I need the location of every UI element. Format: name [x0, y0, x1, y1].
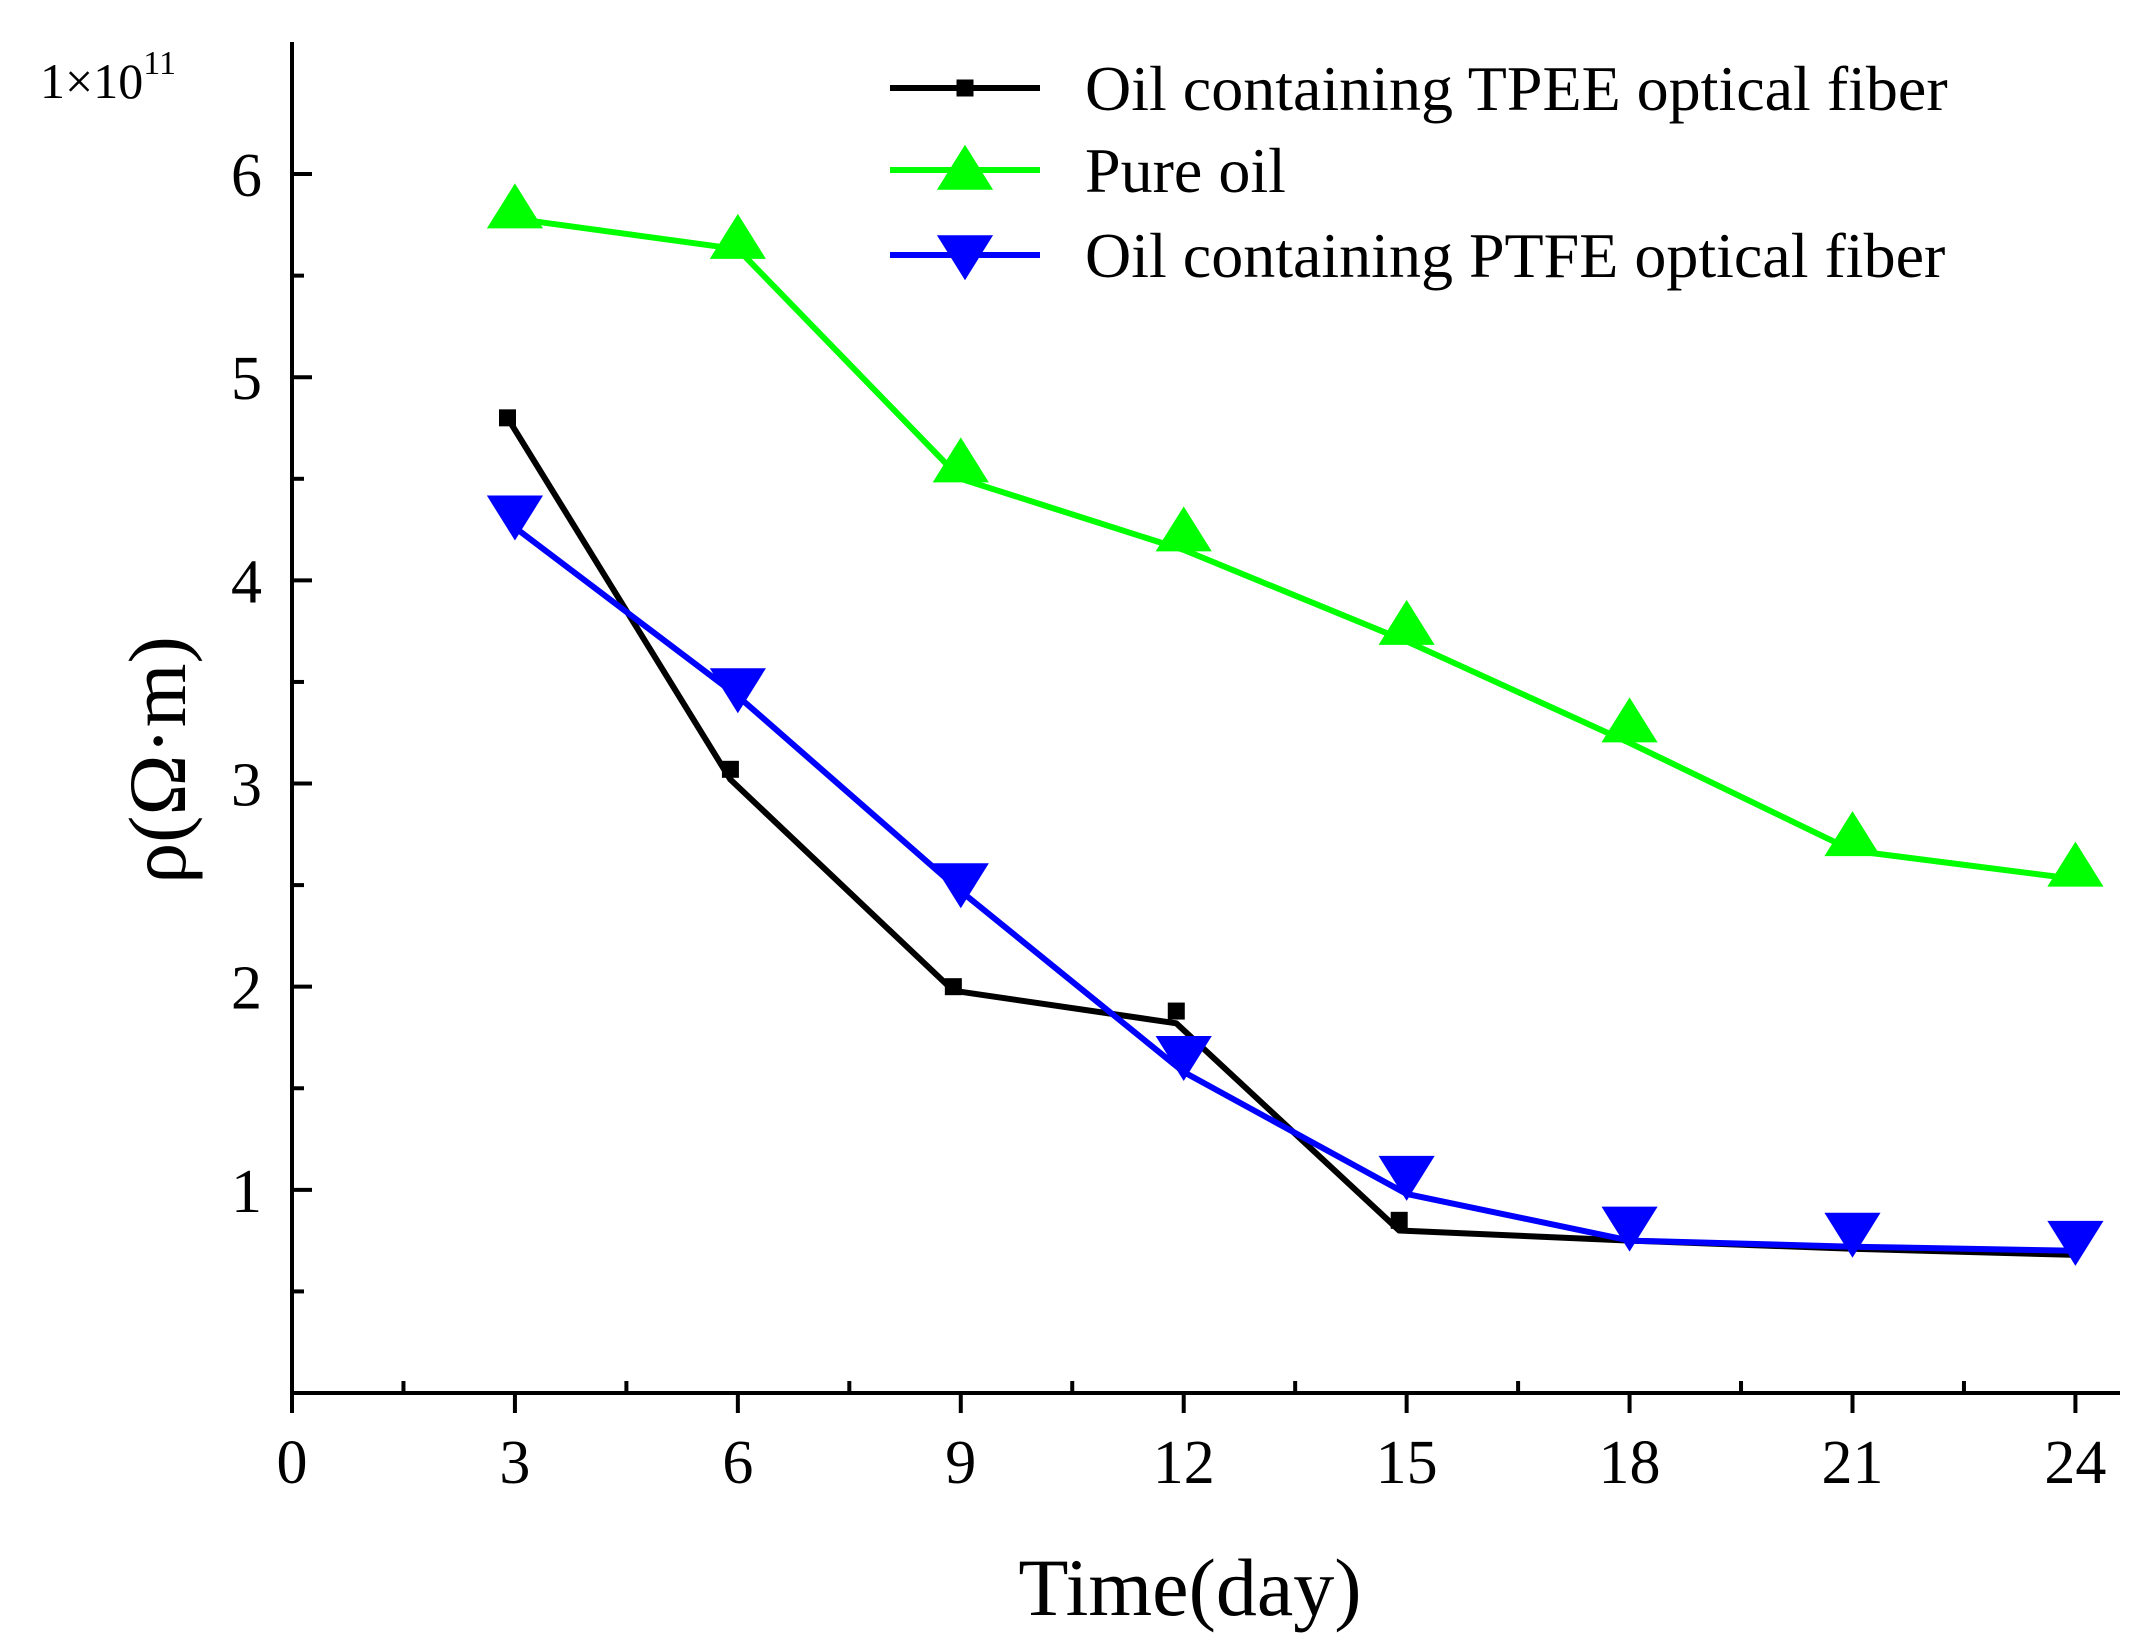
- y-tick-label: 6: [231, 142, 262, 210]
- data-point: [1378, 1155, 1435, 1201]
- series-group: [486, 183, 2104, 1266]
- x-tick-label: 9: [945, 1429, 976, 1497]
- x-tick-label: 18: [1599, 1429, 1661, 1497]
- legend-item-tpee: Oil containing TPEE optical fiber: [890, 53, 1948, 124]
- y-axis-label: ρ(Ω·m): [112, 636, 203, 884]
- data-point: [709, 213, 766, 259]
- data-point: [2047, 841, 2104, 887]
- series-line-ptfe: [513, 525, 2076, 1254]
- x-tick-label: 3: [499, 1429, 530, 1497]
- data-point: [1167, 1002, 1185, 1020]
- y-tick-label: 3: [231, 752, 262, 820]
- y-multiplier: 1×1011: [40, 45, 176, 109]
- series-line-pure-oil: [514, 215, 2076, 882]
- legend-label: Oil containing PTFE optical fiber: [1085, 220, 1945, 291]
- data-point: [932, 863, 989, 909]
- y-tick-label: 4: [231, 548, 262, 616]
- x-tick-label: 6: [722, 1429, 753, 1497]
- data-point: [1390, 1211, 1408, 1229]
- legend-item-ptfe: Oil containing PTFE optical fiber: [890, 220, 1945, 291]
- data-point: [1824, 1212, 1881, 1258]
- y-multiplier-exponent: 11: [143, 45, 176, 82]
- data-point: [944, 978, 962, 996]
- data-point: [498, 409, 516, 427]
- data-point: [709, 668, 766, 714]
- data-point: [1601, 697, 1658, 743]
- data-point: [932, 437, 989, 483]
- legend-marker: [936, 144, 994, 190]
- series-pure-oil: [486, 183, 2104, 887]
- y-tick-label: 1: [231, 1158, 262, 1226]
- series-ptfe: [486, 495, 2104, 1266]
- x-tick-label: 21: [1821, 1429, 1883, 1497]
- data-point: [486, 183, 544, 229]
- legend-marker: [936, 235, 994, 281]
- y-tick-label: 2: [231, 955, 262, 1023]
- x-tick-label: 0: [277, 1429, 308, 1497]
- data-point: [1601, 1206, 1658, 1252]
- legend: Oil containing TPEE optical fiber Pure oi…: [890, 53, 1948, 291]
- data-point: [1155, 1035, 1212, 1081]
- legend-marker: [956, 79, 974, 97]
- data-point: [1155, 506, 1212, 552]
- data-point: [721, 760, 739, 778]
- data-point: [1824, 811, 1881, 857]
- x-tick-label: 15: [1376, 1429, 1438, 1497]
- x-tick-label: 12: [1153, 1429, 1215, 1497]
- data-point: [2047, 1220, 2104, 1266]
- data-point: [486, 495, 544, 541]
- legend-label: Oil containing TPEE optical fiber: [1085, 53, 1948, 124]
- x-tick-label: 24: [2044, 1429, 2106, 1497]
- legend-item-pure-oil: Pure oil: [890, 135, 1286, 206]
- x-axis-label: Time(day): [1018, 1542, 1361, 1633]
- y-multiplier-base: 1×10: [40, 53, 143, 109]
- y-tick-label: 5: [231, 345, 262, 413]
- legend-label: Pure oil: [1085, 135, 1286, 206]
- data-point: [1378, 599, 1435, 645]
